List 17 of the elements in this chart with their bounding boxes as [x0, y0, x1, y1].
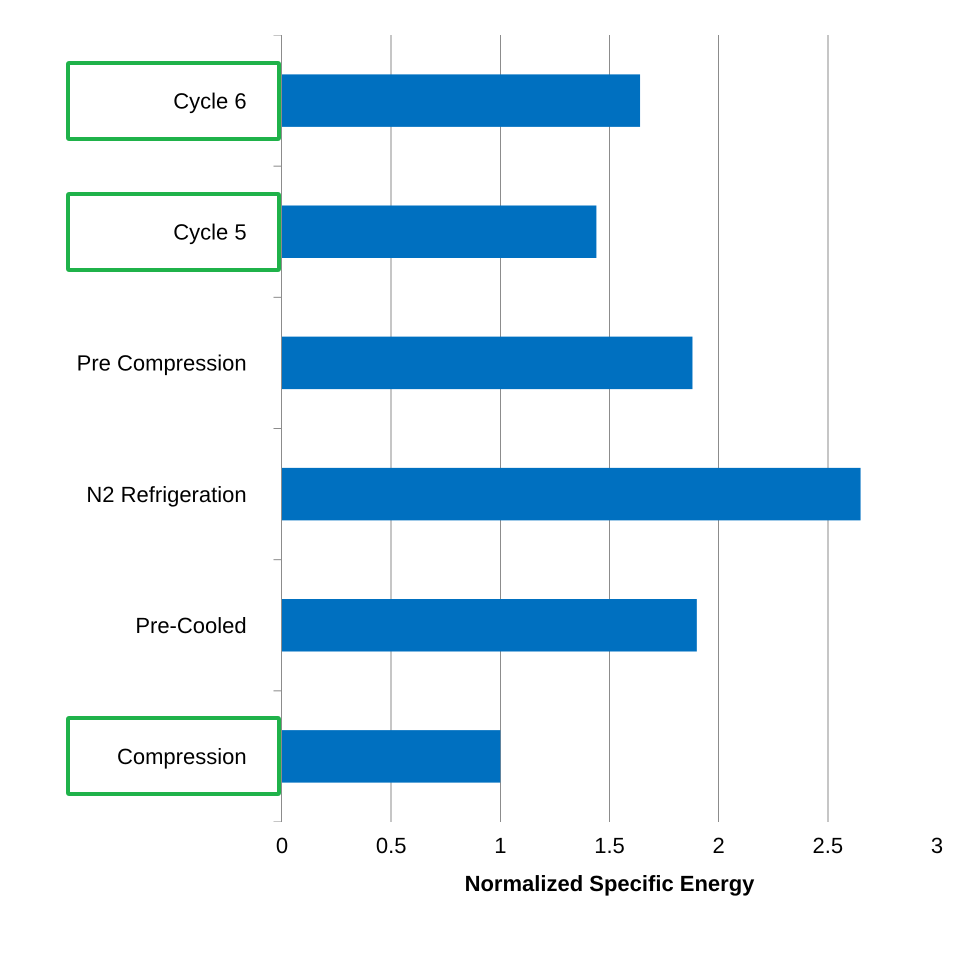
x-tick-label: 3	[930, 833, 944, 858]
bar	[282, 336, 692, 390]
y-tick-label: Cycle 6	[173, 88, 247, 114]
y-tick-label: Cycle 5	[173, 219, 247, 244]
y-tick-label: Compression	[116, 744, 247, 770]
y-tick-label: Pre Compression	[76, 350, 247, 376]
x-axis-title: Normalized Specific Energy	[464, 870, 756, 896]
x-tick-label: 1	[494, 833, 506, 858]
bar	[282, 468, 861, 520]
x-tick-label: 2.5	[812, 833, 844, 858]
x-tick-label: 0	[276, 833, 288, 858]
x-tick-label: 0.5	[376, 833, 406, 858]
y-tick-label: Pre-Cooled	[135, 612, 247, 638]
x-tick-label: 1.5	[594, 833, 625, 858]
y-tick-label: N2 Refrigeration	[86, 482, 247, 507]
bar	[282, 599, 697, 652]
x-tick-label: 2	[712, 833, 725, 858]
